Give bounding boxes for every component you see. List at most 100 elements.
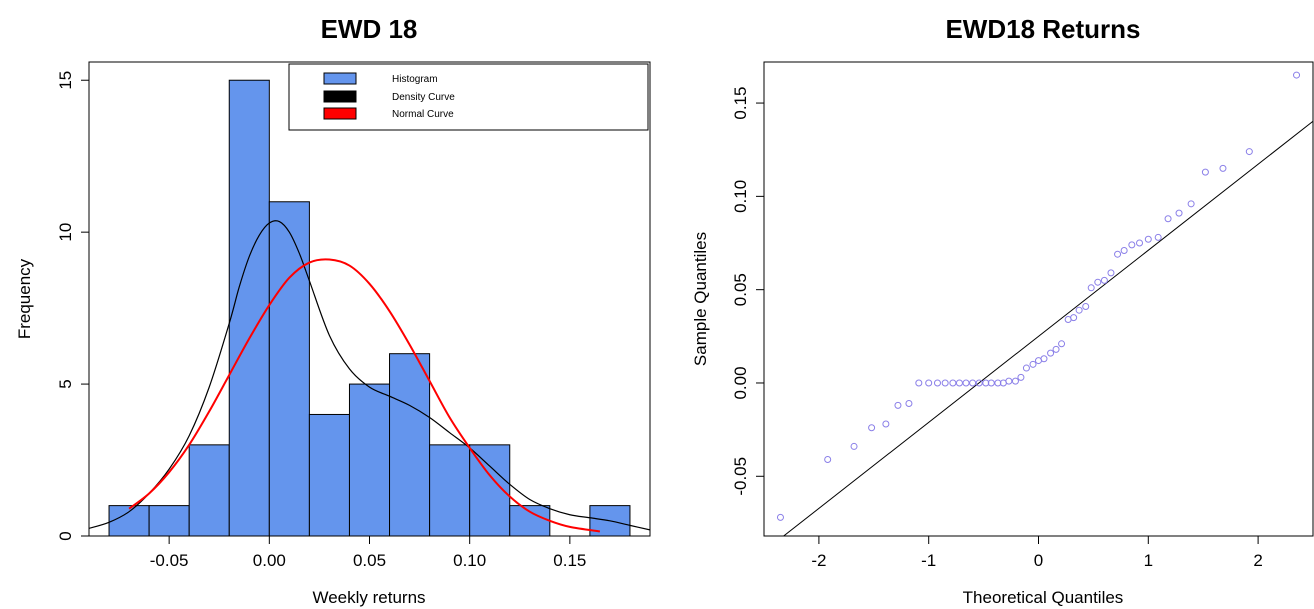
qq-point-41 (1136, 239, 1144, 247)
qq-point-10 (941, 379, 949, 387)
histogram-bar-1 (148, 505, 190, 537)
qq-point-23 (1022, 364, 1030, 372)
histogram-bar-10 (509, 505, 551, 537)
histogram-bars (108, 79, 631, 537)
qq-point-38 (1114, 250, 1122, 258)
qq-point-13 (962, 379, 970, 387)
legend-swatch-normal (323, 107, 357, 120)
density-curve-line (89, 220, 650, 531)
qq-point-26 (1040, 355, 1048, 363)
qq-x-tick-label: -2 (811, 551, 826, 570)
qq-point-42 (1144, 235, 1152, 243)
qq-point-2 (850, 442, 858, 450)
qq-point-49 (1245, 148, 1253, 156)
histogram-bar-3 (228, 79, 270, 537)
qq-point-4 (882, 420, 890, 428)
normal-curve-line (128, 258, 601, 533)
qq-point-22 (1017, 373, 1025, 381)
histogram-bar-5 (308, 413, 350, 537)
histogram-x-tick-label: 0.05 (353, 551, 386, 570)
qq-x-tick-label: 0 (1034, 551, 1043, 570)
qq-y-axis-label: Sample Quantiles (691, 232, 710, 366)
qq-point-35 (1094, 278, 1102, 286)
histogram-bar-2 (188, 444, 230, 537)
qq-points (776, 71, 1301, 521)
legend-label-histogram: Histogram (392, 74, 438, 85)
qq-point-40 (1128, 241, 1136, 249)
qq-y-axis: -0.05 0.00 0.05 0.10 0.15 (731, 87, 764, 496)
legend-swatch-histogram (323, 72, 357, 85)
qq-x-axis-label: Theoretical Quantiles (963, 588, 1124, 607)
qq-point-8 (925, 379, 933, 387)
qq-point-1 (824, 455, 832, 463)
qq-point-14 (969, 379, 977, 387)
histogram-y-axis-label: Frequency (15, 258, 34, 339)
qq-x-tick-label: 1 (1144, 551, 1153, 570)
qq-y-tick-label: 0.00 (731, 366, 750, 399)
histogram-y-tick-label: 5 (56, 379, 75, 388)
qq-point-18 (994, 379, 1002, 387)
qq-point-20 (1005, 377, 1013, 385)
qq-point-16 (982, 379, 990, 387)
qq-point-34 (1087, 284, 1095, 292)
qq-point-17 (987, 379, 995, 387)
histogram-x-tick-label: 0.10 (453, 551, 486, 570)
histogram-x-tick-label: -0.05 (150, 551, 189, 570)
qq-panel: EWD18 Returns -2 -1 0 1 2 -0.05 0.00 0.05 0.10 0… (691, 14, 1314, 607)
qq-point-33 (1082, 302, 1090, 310)
histogram-bar-6 (348, 383, 391, 537)
qq-point-32 (1075, 306, 1083, 314)
legend-label-normal: Normal Curve (392, 109, 454, 120)
qq-plot-frame (763, 61, 1314, 537)
qq-point-36 (1100, 276, 1108, 284)
qq-point-45 (1175, 209, 1183, 217)
qq-point-24 (1029, 360, 1037, 368)
histogram-x-axis: -0.05 0.00 0.05 0.10 0.15 (150, 536, 586, 570)
qq-x-axis: -2 -1 0 1 2 (811, 536, 1263, 570)
qq-point-9 (933, 379, 941, 387)
qq-y-tick-label: 0.15 (731, 87, 750, 120)
qq-reference-line (782, 120, 1313, 536)
qq-point-6 (905, 400, 913, 408)
qq-point-3 (868, 424, 876, 432)
qq-point-43 (1154, 233, 1162, 241)
histogram-x-axis-label: Weekly returns (312, 588, 425, 607)
histogram-y-tick-label: 0 (56, 531, 75, 540)
histogram-x-tick-label: 0.15 (553, 551, 586, 570)
histogram-x-tick-label: 0.00 (253, 551, 286, 570)
qq-point-44 (1164, 215, 1172, 223)
qq-point-39 (1120, 246, 1128, 254)
qq-point-46 (1187, 200, 1195, 208)
histogram-panel: EWD 18 -0.05 0.00 0.05 0.10 0.15 0 5 10 15 Week… (15, 14, 651, 607)
qq-point-47 (1201, 168, 1209, 176)
legend-label-density: Density Curve (392, 92, 455, 103)
qq-point-48 (1219, 164, 1227, 172)
qq-point-37 (1107, 269, 1115, 277)
histogram-legend: Histogram Density Curve Normal Curve (288, 63, 649, 131)
qq-point-31 (1070, 314, 1078, 322)
qq-point-28 (1052, 345, 1060, 353)
qq-point-15 (975, 379, 983, 387)
qq-x-tick-label: -1 (921, 551, 936, 570)
qq-point-50 (1293, 71, 1301, 79)
histogram-y-tick-label: 10 (56, 223, 75, 242)
histogram-title: EWD 18 (321, 14, 418, 44)
histogram-y-tick-label: 15 (56, 71, 75, 90)
qq-point-5 (894, 401, 902, 409)
histogram-curves (89, 220, 650, 533)
qq-point-7 (915, 379, 923, 387)
qq-y-tick-label: 0.10 (731, 180, 750, 213)
qq-y-tick-label: 0.05 (731, 273, 750, 306)
qq-point-21 (1011, 377, 1019, 385)
histogram-bar-8 (429, 444, 471, 537)
legend-swatch-density (323, 90, 357, 103)
qq-point-0 (776, 513, 784, 521)
histogram-bar-7 (389, 353, 431, 537)
qq-point-29 (1058, 340, 1066, 348)
qq-reference-line-group (782, 120, 1313, 536)
qq-point-11 (949, 379, 957, 387)
histogram-y-axis: 0 5 10 15 (56, 71, 89, 541)
qq-point-12 (955, 379, 963, 387)
histogram-bar-0 (108, 505, 150, 537)
